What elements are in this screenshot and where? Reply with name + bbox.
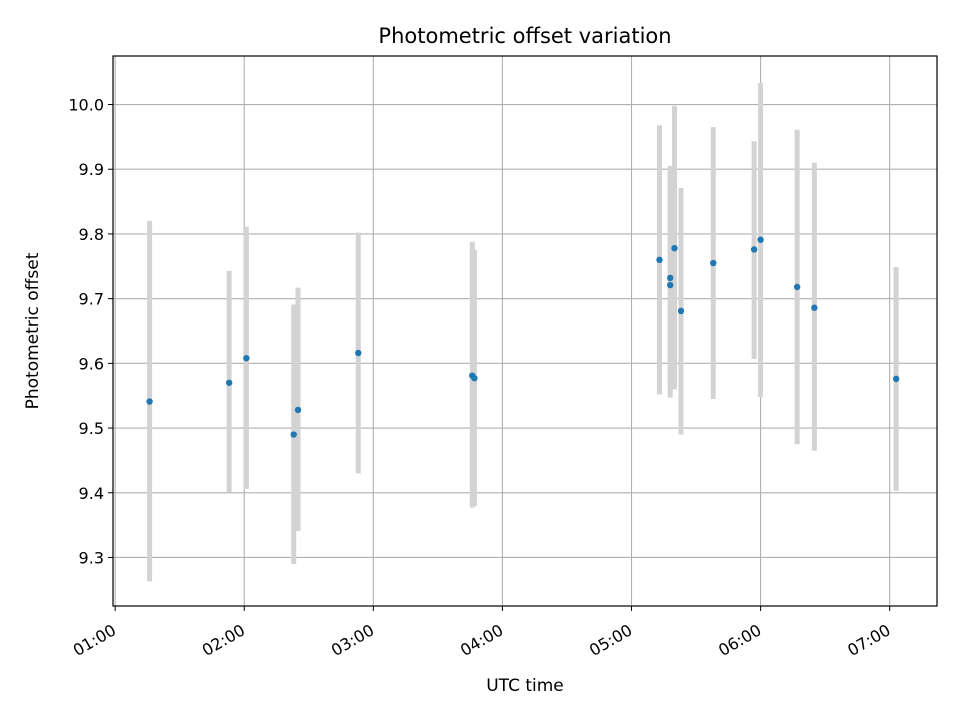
y-tick-label: 9.7 — [79, 290, 104, 309]
data-point — [667, 274, 674, 282]
data-point — [710, 259, 717, 267]
data-point — [757, 236, 764, 243]
y-axis-ticks: 9.3 9.4 9.5 9.6 9.7 9.8 9.9 10.0 — [68, 96, 113, 567]
y-tick-label: 10.0 — [68, 96, 104, 115]
data-point — [656, 256, 663, 264]
data-points — [146, 236, 900, 438]
data-point — [355, 349, 362, 357]
data-point — [892, 375, 900, 383]
y-tick-label: 9.6 — [79, 354, 104, 373]
y-tick-label: 9.8 — [79, 225, 104, 244]
data-point — [294, 406, 302, 414]
y-tick-label: 9.5 — [79, 419, 104, 438]
data-point — [793, 283, 801, 291]
chart-title: Photometric offset variation — [378, 24, 671, 48]
data-point — [290, 431, 297, 438]
y-axis-label: Photometric offset — [23, 252, 43, 409]
x-axis-label: UTC time — [486, 676, 564, 696]
plot-area — [113, 56, 937, 606]
data-point — [667, 281, 674, 289]
y-tick-label: 9.4 — [79, 484, 104, 503]
data-point — [225, 379, 233, 386]
data-point — [677, 307, 685, 315]
y-tick-label: 9.3 — [79, 548, 104, 567]
plot-frame — [112, 55, 938, 607]
data-point — [146, 398, 153, 405]
data-point — [811, 304, 818, 311]
data-point — [750, 246, 758, 253]
y-tick-label: 9.9 — [79, 160, 104, 179]
data-point — [671, 244, 678, 252]
data-point — [471, 375, 478, 382]
data-point — [243, 354, 250, 362]
